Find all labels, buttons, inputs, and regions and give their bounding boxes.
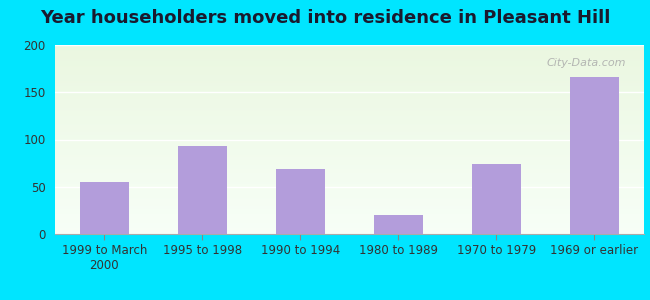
Bar [374,215,423,234]
Text: City-Data.com: City-Data.com [547,58,626,68]
Bar [570,77,619,234]
Bar [80,182,129,234]
Bar [472,164,521,234]
Bar [276,169,325,234]
Text: Year householders moved into residence in Pleasant Hill: Year householders moved into residence i… [40,9,610,27]
Bar [178,146,227,234]
